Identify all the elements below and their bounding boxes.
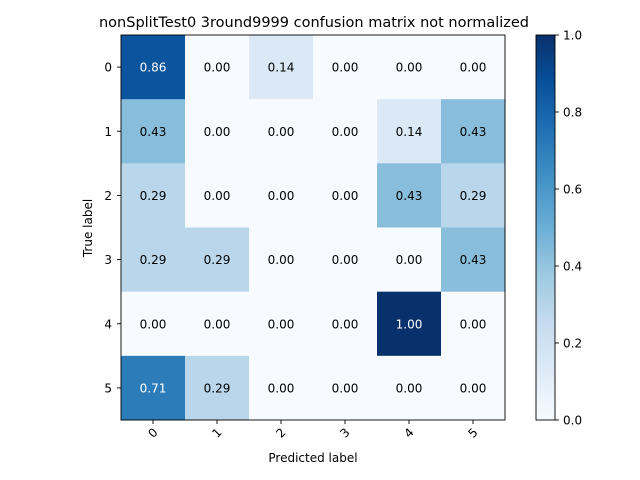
colorbar-tick-label: 1.0 [563,29,582,43]
heatmap-cell [377,227,442,293]
heatmap-cell [121,355,186,421]
heatmap-cell [377,291,442,357]
cell-value-label: 0.00 [332,189,359,203]
heatmap-cell [441,355,506,421]
heatmap-cell [121,227,186,293]
cell-value-label: 0.00 [268,189,295,203]
heatmap-cell [249,227,314,293]
heatmap-cell [313,35,378,100]
heatmap-cell [121,291,186,357]
heatmap-cell [313,99,378,164]
heatmap-cell [441,291,506,357]
cell-value-label: 0.29 [140,189,167,203]
x-axis-label: Predicted label [268,451,357,465]
heatmap-cell [313,355,378,421]
heatmap-cell [185,291,250,357]
cell-value-label: 0.29 [204,381,231,395]
cell-value-label: 0.29 [140,253,167,267]
colorbar-ticks: 0.0 0.2 0.4 0.6 0.8 1.0 [555,29,582,428]
y-tick-label: 3 [104,253,112,267]
cell-value-label: 0.00 [268,125,295,139]
cell-value-label: 0.14 [396,125,423,139]
cell-value-label: 0.00 [332,317,359,331]
cell-value-label: 0.14 [268,61,295,75]
colorbar-tick-label: 0.6 [563,183,582,197]
cell-value-label: 0.00 [332,61,359,75]
y-tick-label: 1 [104,125,112,139]
heatmap-cell [185,227,250,293]
heatmap-cell [249,355,314,421]
cell-value-label: 0.00 [204,189,231,203]
cell-value-label: 0.00 [268,381,295,395]
y-axis-label: True label [81,199,95,258]
chart-title: nonSplitTest0 3round9999 confusion matri… [99,15,529,31]
cell-value-label: 0.00 [332,125,359,139]
cell-value-label: 0.00 [204,317,231,331]
cell-value-label: 0.00 [204,61,231,75]
cell-value-label: 0.00 [332,253,359,267]
cell-value-label: 0.86 [140,61,167,75]
colorbar [535,34,556,421]
heatmap-cell [377,35,442,100]
y-tick-label: 4 [104,317,112,331]
heatmap-cell [121,99,186,164]
cell-value-label: 0.43 [460,125,487,139]
cell-value-label: 0.00 [268,253,295,267]
cell-value-label: 0.00 [460,381,487,395]
cell-value-label: 0.00 [140,317,167,331]
heatmap-cell [121,163,186,228]
heatmap-cell [377,99,442,164]
cell-value-label: 0.43 [396,189,423,203]
colorbar-tick-label: 0.4 [563,260,582,274]
cell-value-label: 0.00 [396,381,423,395]
heatmap-cells [121,35,506,421]
cell-value-label: 0.43 [460,253,487,267]
heatmap-cell [441,35,506,100]
heatmap-cell [441,163,506,228]
colorbar-tick-label: 0.2 [563,337,582,351]
cell-value-label: 0.00 [460,317,487,331]
heatmap-cell [377,355,442,421]
cell-value-label: 1.00 [396,317,423,331]
heatmap-cell [249,291,314,357]
y-axis-ticks: 0 1 2 3 4 5 [104,61,121,395]
cell-value-label: 0.29 [460,189,487,203]
cell-value-label: 0.71 [140,381,167,395]
heatmap-cell [185,355,250,421]
heatmap-cell [121,35,186,100]
y-tick-label: 2 [104,189,112,203]
cell-value-label: 0.00 [460,61,487,75]
heatmap-cell [441,227,506,293]
heatmap-cell [313,163,378,228]
cell-value-label: 0.00 [396,253,423,267]
cell-value-label: 0.00 [332,381,359,395]
heatmap-cell [185,99,250,164]
heatmap-cell [441,99,506,164]
plot-area-frame [120,34,506,421]
colorbar-tick-label: 0.0 [563,414,582,428]
cell-value-label: 0.00 [204,125,231,139]
heatmap-cell-labels: 0.86 0.00 0.14 0.00 0.00 0.00 0.43 0.00 0.00 0.00… [140,61,487,396]
cell-value-label: 0.00 [396,61,423,75]
cell-value-label: 0.43 [140,125,167,139]
cell-value-label: 0.29 [204,253,231,267]
heatmap-cell [185,35,250,100]
y-tick-label: 0 [104,61,112,75]
heatmap-cell [249,163,314,228]
heatmap-cell [249,99,314,164]
heatmap-cell [313,227,378,293]
heatmap-cell [313,291,378,357]
heatmap-cell [377,163,442,228]
y-tick-label: 5 [104,381,112,395]
heatmap-cell [185,163,250,228]
colorbar-tick-label: 0.8 [563,106,582,120]
heatmap-cell [249,35,314,100]
cell-value-label: 0.00 [268,317,295,331]
